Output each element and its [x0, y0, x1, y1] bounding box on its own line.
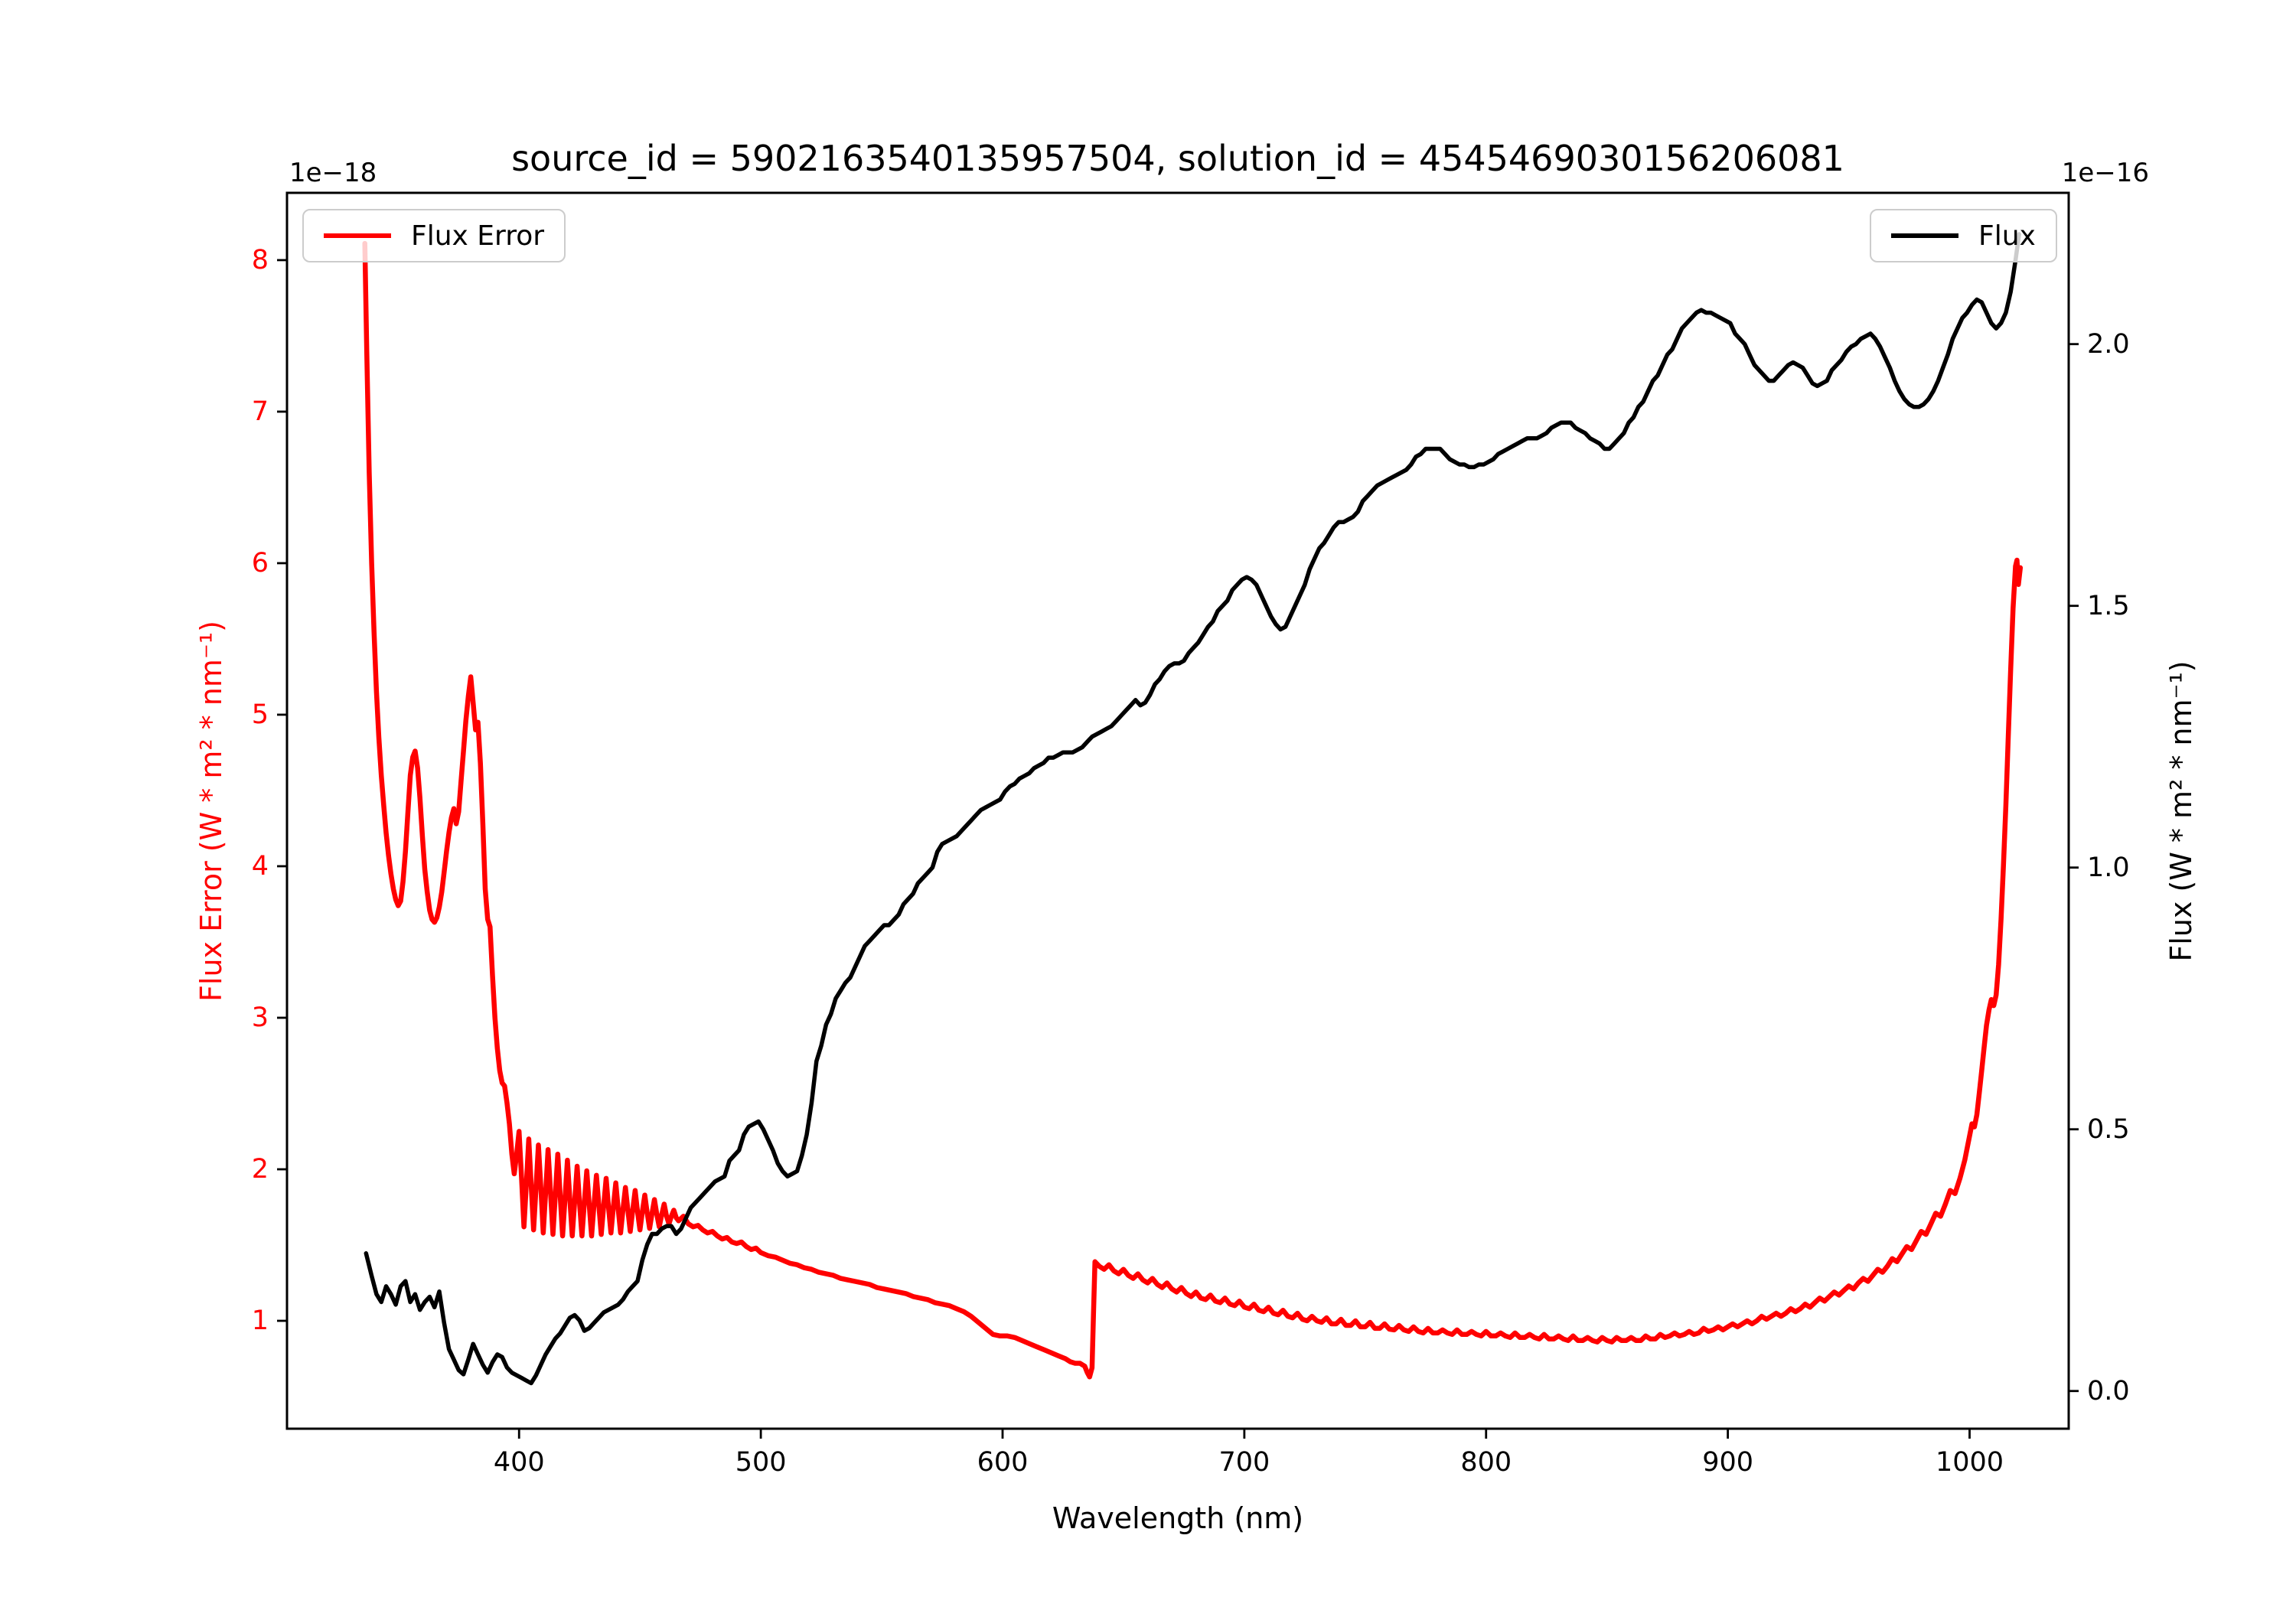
x-tick-label: 500 [735, 1447, 787, 1478]
x-axis-label: Wavelength (nm) [1052, 1501, 1304, 1535]
x-tick-label: 600 [977, 1447, 1029, 1478]
flux-error-line [362, 240, 2024, 1380]
right-y-tick-label: 0.5 [2087, 1113, 2130, 1145]
chart-title: source_id = 5902163540135957504, solutio… [511, 138, 1844, 179]
left-y-tick-label: 1 [251, 1305, 269, 1336]
left-y-axis-label: Flux Error (W * m² * nm⁻¹) [194, 621, 228, 1002]
left-y-tick-label: 4 [251, 850, 269, 882]
plot-frame [285, 191, 2070, 1430]
flux-legend-line [1891, 233, 1958, 238]
right-y-tick-label: 1.0 [2087, 852, 2130, 883]
left-y-tick-label: 3 [251, 1002, 269, 1033]
flux-legend-label: Flux [1978, 220, 2036, 252]
legend-flux-error: Flux Error [302, 209, 566, 262]
x-tick-label: 800 [1460, 1447, 1512, 1478]
x-tick-label: 700 [1218, 1447, 1270, 1478]
flux-error-legend-line [324, 233, 391, 238]
right-y-axis-label: Flux (W * m² * nm⁻¹) [2164, 660, 2198, 962]
x-tick-label: 1000 [1935, 1447, 2004, 1478]
legend-flux: Flux [1870, 209, 2057, 262]
left-y-tick-label: 8 [251, 244, 269, 275]
x-tick-label: 400 [493, 1447, 545, 1478]
right-y-tick-label: 1.5 [2087, 590, 2130, 621]
x-tick-label: 900 [1702, 1447, 1754, 1478]
flux-error-legend-label: Flux Error [411, 220, 545, 252]
right-axis-scale-offset: 1e−16 [2061, 158, 2149, 188]
tick-marks [277, 259, 2079, 1439]
left-y-tick-label: 2 [251, 1154, 269, 1185]
right-y-tick-label: 0.0 [2087, 1375, 2130, 1407]
left-y-tick-label: 6 [251, 547, 269, 579]
left-axis-scale-offset: 1e−18 [289, 158, 377, 188]
right-y-tick-label: 2.0 [2087, 328, 2130, 360]
left-y-tick-label: 7 [251, 396, 269, 427]
flux-line [364, 232, 2021, 1386]
left-y-tick-label: 5 [251, 699, 269, 730]
